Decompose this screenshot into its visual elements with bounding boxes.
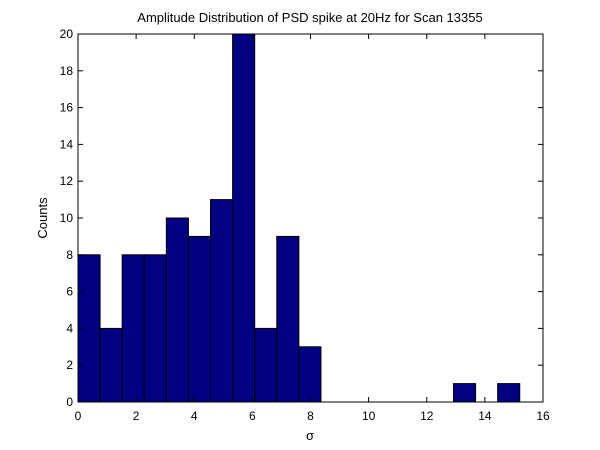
y-tick-label: 20 [60,27,74,41]
histogram-bar [497,383,521,403]
x-tick-label: 16 [536,409,550,423]
histogram-bar [254,327,278,403]
histogram-bar [99,327,123,403]
histogram-bar [276,235,300,403]
y-tick-label: 10 [60,211,74,225]
x-tick-label: 2 [133,409,140,423]
y-tick-label: 2 [66,358,73,372]
histogram-bar [165,217,189,403]
y-tick-label: 0 [66,395,73,409]
y-tick-label: 12 [60,174,74,188]
histogram-bar [452,383,477,403]
histogram-bar [187,235,212,403]
y-tick-label: 8 [66,248,73,262]
x-tick-label: 6 [249,409,256,423]
y-axis-label: Counts [35,197,50,239]
histogram-bar [143,254,167,403]
histogram-bar [210,199,234,403]
histogram-bar [121,254,145,403]
y-tick-label: 4 [66,321,73,335]
histogram-bar [232,33,256,403]
chart-title: Amplitude Distribution of PSD spike at 2… [137,10,482,25]
ticks-group: 0 2 4 6 8 10 12 14 16 0 2 4 6 8 10 12 14 16 18 20 [60,27,550,423]
y-tick-label: 18 [60,64,74,78]
bars-group [77,33,521,403]
y-tick-label: 16 [60,101,74,115]
y-tick-label: 14 [60,137,74,151]
x-axis-label: σ [306,428,314,443]
histogram-bar [298,346,322,403]
x-tick-label: 10 [362,409,376,423]
x-tick-label: 4 [191,409,198,423]
x-tick-label: 14 [478,409,492,423]
y-tick-label: 6 [66,285,73,299]
x-tick-label: 8 [307,409,314,423]
x-tick-label: 12 [420,409,434,423]
x-tick-label: 0 [75,409,82,423]
